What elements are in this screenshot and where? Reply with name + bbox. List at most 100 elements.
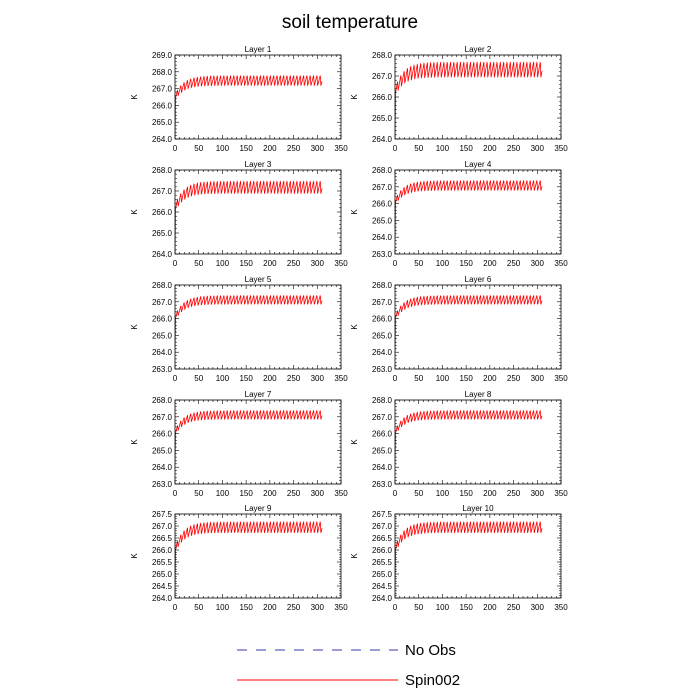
panel-layer-9: Layer 9 K 0 50 100 150 200 250 300 350 264.0 264.5 2… (130, 504, 348, 612)
x-tick-label: 50 (414, 489, 423, 498)
x-tick-label: 300 (311, 259, 325, 268)
x-tick-label: 350 (554, 259, 568, 268)
figure-title: soil temperature (282, 12, 418, 33)
x-tick-label: 250 (287, 489, 301, 498)
y-tick-label: 265.0 (372, 570, 393, 579)
x-tick-label: 50 (414, 603, 423, 612)
panel-layer-6: Layer 6 K 0 50 100 150 200 250 300 350 263.0 264.0 2… (350, 275, 568, 383)
x-tick-label: 150 (459, 144, 473, 153)
x-tick-label: 0 (173, 144, 178, 153)
x-tick-label: 150 (239, 603, 253, 612)
y-tick-label: 265.0 (152, 118, 173, 127)
y-tick-label: 265.0 (152, 446, 173, 455)
x-tick-label: 50 (414, 144, 423, 153)
x-tick-label: 200 (483, 259, 497, 268)
plot-frame (394, 284, 562, 370)
y-tick-label: 267.0 (372, 72, 393, 81)
x-tick-label: 350 (554, 144, 568, 153)
y-tick-label: 265.0 (152, 229, 173, 238)
y-tick-label: 267.0 (372, 522, 393, 531)
legend: No Obs Spin002 (237, 642, 460, 689)
series-line-spin002 (175, 75, 323, 139)
x-tick-label: 150 (459, 374, 473, 383)
y-tick-label: 267.0 (152, 298, 173, 307)
x-tick-label: 350 (554, 374, 568, 383)
y-tick-label: 264.0 (152, 135, 173, 144)
x-tick-label: 150 (239, 259, 253, 268)
y-tick-label: 264.0 (152, 348, 173, 357)
x-tick-label: 100 (436, 259, 450, 268)
plot-frame (174, 399, 342, 485)
y-tick-label: 266.0 (372, 546, 393, 555)
y-tick-label: 266.0 (372, 93, 393, 102)
y-tick-label: 267.0 (152, 522, 173, 531)
y-tick-label: 264.5 (372, 582, 393, 591)
x-tick-label: 200 (263, 259, 277, 268)
y-tick-label: 266.5 (372, 534, 393, 543)
x-tick-label: 0 (173, 259, 178, 268)
series-line-spin002 (175, 180, 323, 254)
y-tick-label: 265.0 (152, 331, 173, 340)
x-tick-label: 150 (459, 603, 473, 612)
y-axis-label: K (350, 553, 359, 559)
panel-layer-3: Layer 3 K 0 50 100 150 200 250 300 350 264.0 265.0 2… (130, 160, 348, 268)
y-tick-label: 266.0 (372, 430, 393, 439)
y-tick-label: 268.0 (372, 51, 393, 60)
plot-frame (174, 54, 342, 140)
x-tick-label: 100 (216, 259, 230, 268)
panel-title: Layer 1 (245, 45, 272, 54)
x-tick-label: 200 (263, 489, 277, 498)
x-tick-label: 100 (436, 144, 450, 153)
x-tick-label: 150 (459, 259, 473, 268)
x-tick-label: 0 (393, 489, 398, 498)
plot-frame (394, 169, 562, 255)
x-tick-label: 250 (287, 259, 301, 268)
plot-frame (394, 513, 562, 599)
x-tick-label: 300 (531, 374, 545, 383)
x-tick-label: 100 (216, 144, 230, 153)
series-line-spin002 (175, 410, 323, 464)
x-tick-label: 50 (194, 144, 203, 153)
y-tick-label: 264.0 (372, 233, 393, 242)
x-tick-label: 0 (173, 374, 178, 383)
series-line-spin002 (395, 61, 543, 139)
y-tick-label: 265.5 (152, 558, 173, 567)
series-line-spin002 (395, 180, 543, 241)
x-tick-label: 100 (436, 374, 450, 383)
x-tick-label: 0 (393, 374, 398, 383)
y-tick-label: 268.0 (152, 166, 173, 175)
y-tick-label: 268.0 (372, 281, 393, 290)
x-tick-label: 250 (507, 259, 521, 268)
y-tick-label: 263.0 (152, 480, 173, 489)
y-tick-label: 267.0 (372, 183, 393, 192)
x-tick-label: 350 (334, 603, 348, 612)
y-tick-label: 268.0 (152, 281, 173, 290)
y-tick-label: 264.0 (372, 135, 393, 144)
x-tick-label: 250 (287, 374, 301, 383)
panel-layer-5: Layer 5 K 0 50 100 150 200 250 300 350 263.0 264.0 2… (130, 275, 348, 383)
x-tick-label: 350 (334, 489, 348, 498)
x-tick-label: 250 (287, 603, 301, 612)
x-tick-label: 0 (173, 489, 178, 498)
panel-title: Layer 6 (465, 275, 492, 284)
x-tick-label: 250 (507, 603, 521, 612)
x-tick-label: 150 (239, 374, 253, 383)
x-tick-label: 300 (311, 489, 325, 498)
panel-title: Layer 10 (462, 504, 494, 513)
x-tick-label: 200 (483, 603, 497, 612)
y-tick-label: 266.0 (152, 430, 173, 439)
x-tick-label: 0 (393, 259, 398, 268)
series-line-spin002 (175, 521, 323, 594)
y-tick-label: 266.0 (152, 315, 173, 324)
x-tick-label: 200 (483, 374, 497, 383)
plot-frame (174, 284, 342, 370)
y-tick-label: 264.5 (152, 582, 173, 591)
y-tick-label: 263.0 (372, 250, 393, 259)
y-tick-label: 267.5 (372, 510, 393, 519)
x-tick-label: 300 (311, 144, 325, 153)
y-tick-label: 265.5 (372, 558, 393, 567)
y-axis-label: K (350, 439, 359, 445)
y-tick-label: 265.0 (372, 114, 393, 123)
panel-title: Layer 5 (245, 275, 272, 284)
